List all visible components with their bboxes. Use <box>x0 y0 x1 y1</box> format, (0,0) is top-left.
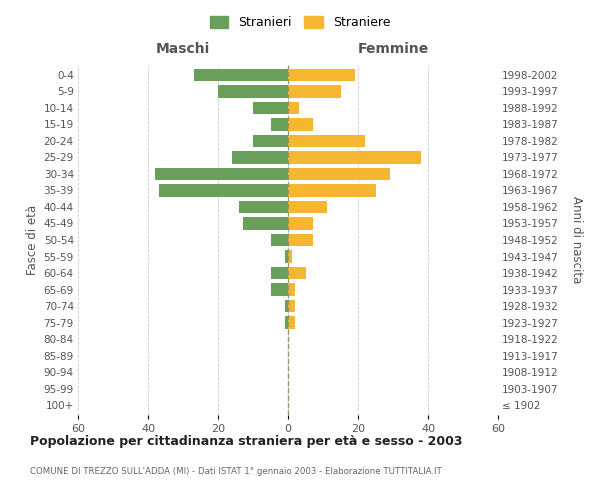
Bar <box>288 85 341 98</box>
Bar <box>288 102 299 114</box>
Bar <box>253 102 288 114</box>
Text: Popolazione per cittadinanza straniera per età e sesso - 2003: Popolazione per cittadinanza straniera p… <box>30 435 463 448</box>
Bar <box>284 250 288 262</box>
Bar <box>288 168 389 180</box>
Bar <box>232 152 288 164</box>
Bar <box>158 184 288 196</box>
Bar <box>253 135 288 147</box>
Bar <box>288 184 376 196</box>
Bar <box>284 316 288 328</box>
Bar <box>288 118 313 130</box>
Bar <box>288 250 292 262</box>
Bar <box>155 168 288 180</box>
Text: Femmine: Femmine <box>358 42 428 56</box>
Bar <box>288 68 355 81</box>
Text: COMUNE DI TREZZO SULL'ADDA (MI) - Dati ISTAT 1° gennaio 2003 - Elaborazione TUTT: COMUNE DI TREZZO SULL'ADDA (MI) - Dati I… <box>30 468 442 476</box>
Text: Maschi: Maschi <box>156 42 210 56</box>
Bar <box>271 284 288 296</box>
Bar <box>271 234 288 246</box>
Bar <box>218 85 288 98</box>
Legend: Stranieri, Straniere: Stranieri, Straniere <box>205 11 395 34</box>
Bar <box>288 152 421 164</box>
Bar <box>271 118 288 130</box>
Bar <box>284 300 288 312</box>
Bar <box>239 201 288 213</box>
Bar <box>288 267 305 279</box>
Bar <box>288 218 313 230</box>
Y-axis label: Fasce di età: Fasce di età <box>26 205 40 275</box>
Bar <box>288 316 295 328</box>
Bar <box>288 284 295 296</box>
Bar <box>288 234 313 246</box>
Bar <box>288 300 295 312</box>
Bar <box>288 201 326 213</box>
Y-axis label: Anni di nascita: Anni di nascita <box>570 196 583 284</box>
Bar <box>271 267 288 279</box>
Bar <box>288 135 365 147</box>
Bar <box>242 218 288 230</box>
Bar <box>193 68 288 81</box>
